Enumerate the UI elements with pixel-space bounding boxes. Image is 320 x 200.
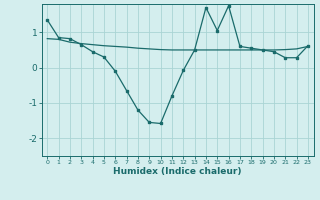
- X-axis label: Humidex (Indice chaleur): Humidex (Indice chaleur): [113, 167, 242, 176]
